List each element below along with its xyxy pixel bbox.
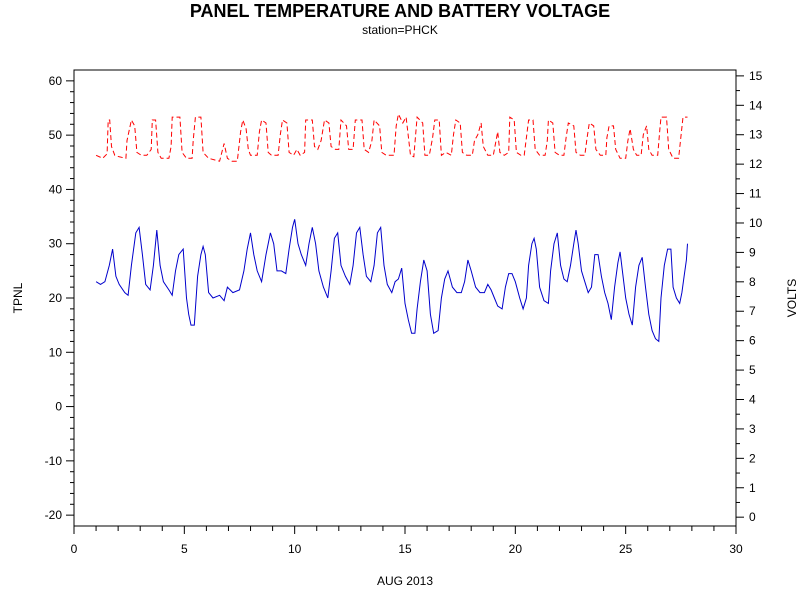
x-tick-label: 5 bbox=[181, 542, 188, 556]
y-left-tick-label: 40 bbox=[49, 182, 63, 196]
y-right-tick-label: 6 bbox=[749, 334, 756, 348]
y-left-tick-label: 0 bbox=[55, 400, 62, 414]
y-axis-left-label: TPNL bbox=[11, 282, 25, 313]
y-right-tick-label: 13 bbox=[749, 128, 763, 142]
y-right-tick-label: 5 bbox=[749, 363, 756, 377]
y-axis-right-label: VOLTS bbox=[785, 279, 799, 317]
x-tick-label: 30 bbox=[729, 542, 743, 556]
y-left-tick-label: 20 bbox=[49, 291, 63, 305]
y-right-tick-label: 0 bbox=[749, 510, 756, 524]
x-axis-label: AUG 2013 bbox=[377, 574, 433, 588]
panel-temperature-line bbox=[95, 219, 688, 343]
y-right-tick-label: 9 bbox=[749, 245, 756, 259]
y-left-tick-label: 60 bbox=[49, 74, 63, 88]
y-right-tick-label: 3 bbox=[749, 422, 756, 436]
x-tick-label: 0 bbox=[71, 542, 78, 556]
y-right-tick-label: 15 bbox=[749, 69, 763, 83]
y-left-tick-label: 10 bbox=[49, 345, 63, 359]
y-right-tick-label: 11 bbox=[749, 187, 762, 201]
y-left-tick-label: -20 bbox=[45, 508, 63, 522]
y-right-tick-label: 12 bbox=[749, 157, 763, 171]
x-tick-label: 20 bbox=[509, 542, 523, 556]
y-right-tick-label: 2 bbox=[749, 451, 756, 465]
y-right-tick-label: 10 bbox=[749, 216, 763, 230]
x-tick-label: 10 bbox=[288, 542, 302, 556]
y-left-tick-label: 50 bbox=[49, 128, 63, 142]
battery-voltage-line bbox=[95, 112, 688, 162]
x-tick-label: 25 bbox=[619, 542, 633, 556]
y-axis-left: -20 -10 0 10 20 30 40 50 60 bbox=[45, 74, 74, 522]
y-left-tick-label: 30 bbox=[49, 237, 63, 251]
y-left-tick-label: -10 bbox=[45, 454, 63, 468]
series-layer bbox=[95, 112, 688, 343]
y-right-tick-label: 14 bbox=[749, 98, 763, 112]
x-axis: 0 5 10 15 20 25 30 bbox=[71, 526, 743, 556]
y-right-tick-label: 8 bbox=[749, 275, 756, 289]
y-right-tick-label: 7 bbox=[749, 304, 756, 318]
chart-subtitle: station=PHCK bbox=[362, 23, 438, 37]
y-right-tick-label: 1 bbox=[749, 481, 756, 495]
y-right-tick-label: 4 bbox=[749, 392, 756, 406]
x-tick-label: 15 bbox=[398, 542, 412, 556]
chart-title: PANEL TEMPERATURE AND BATTERY VOLTAGE bbox=[190, 1, 610, 21]
